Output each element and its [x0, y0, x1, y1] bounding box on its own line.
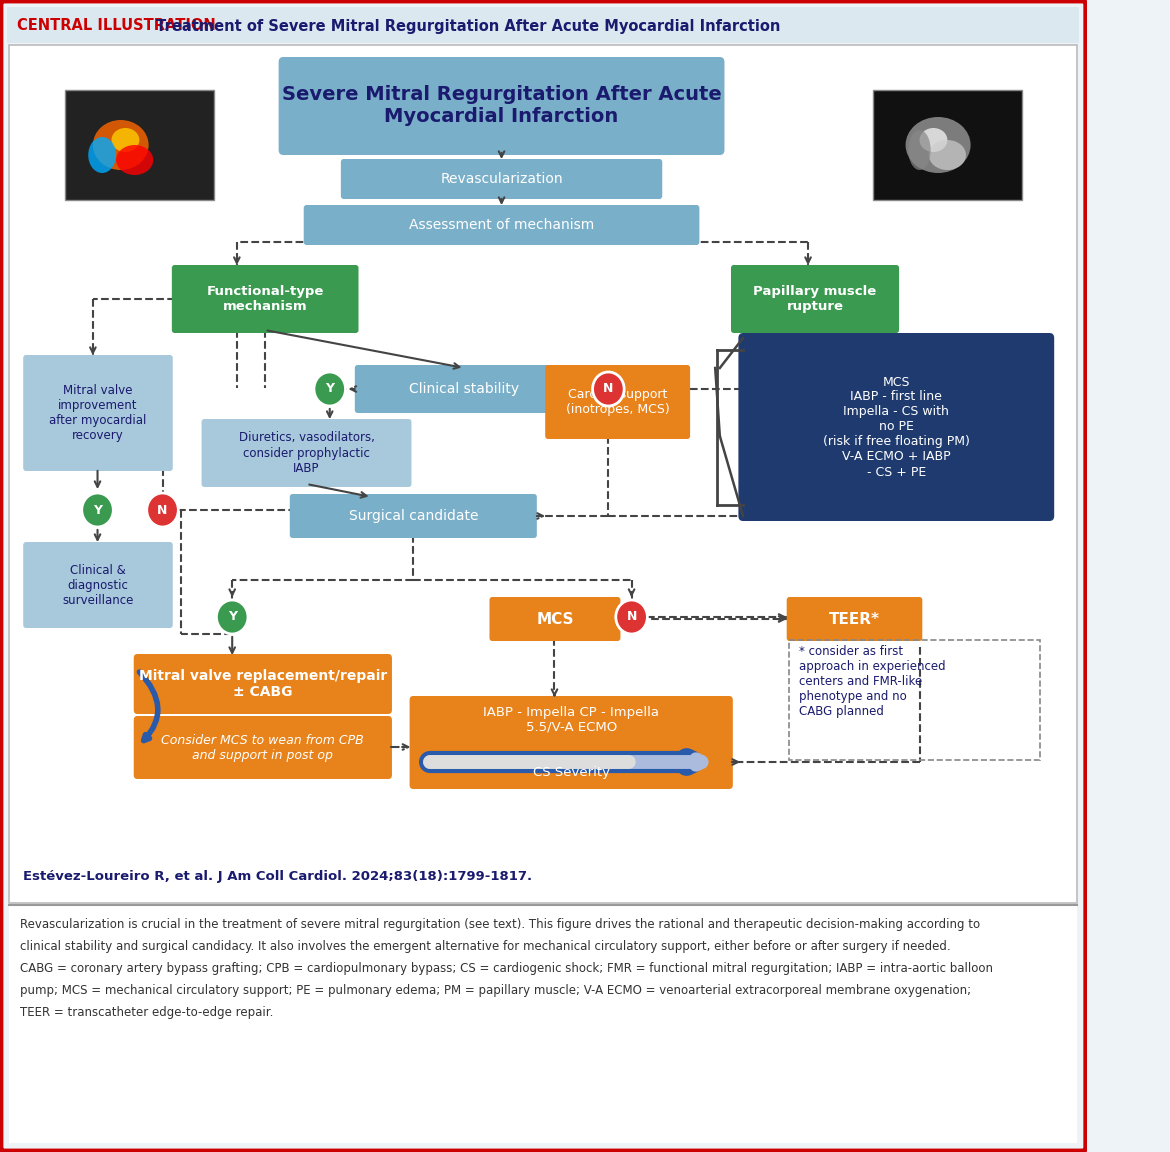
Ellipse shape: [92, 120, 149, 170]
FancyBboxPatch shape: [66, 90, 214, 200]
Text: CABG = coronary artery bypass grafting; CPB = cardiopulmonary bypass; CS = cardi: CABG = coronary artery bypass grafting; …: [20, 962, 993, 975]
Text: Functional-type
mechanism: Functional-type mechanism: [206, 285, 324, 313]
Text: N: N: [604, 382, 613, 395]
Text: pump; MCS = mechanical circulatory support; PE = pulmonary edema; PM = papillary: pump; MCS = mechanical circulatory suppo…: [20, 984, 971, 996]
Ellipse shape: [920, 128, 948, 152]
Text: Clinical stability: Clinical stability: [410, 382, 519, 396]
Circle shape: [592, 372, 624, 406]
FancyBboxPatch shape: [23, 355, 173, 471]
FancyBboxPatch shape: [9, 45, 1078, 903]
Ellipse shape: [906, 118, 971, 173]
FancyBboxPatch shape: [201, 419, 412, 487]
Text: clinical stability and surgical candidacy. It also involves the emergent alterna: clinical stability and surgical candidac…: [20, 940, 951, 953]
Circle shape: [216, 600, 248, 634]
FancyBboxPatch shape: [290, 494, 537, 538]
Text: Y: Y: [94, 503, 102, 516]
Text: Papillary muscle
rupture: Papillary muscle rupture: [753, 285, 876, 313]
Text: * consider as first
approach in experienced
centers and FMR-like
phenotype and n: * consider as first approach in experien…: [799, 645, 945, 718]
FancyBboxPatch shape: [873, 90, 1021, 200]
Ellipse shape: [908, 130, 930, 170]
Text: CENTRAL ILLUSTRATION: CENTRAL ILLUSTRATION: [16, 18, 215, 33]
Circle shape: [82, 493, 113, 526]
Text: TEER*: TEER*: [830, 612, 880, 627]
Text: Consider MCS to wean from CPB
and support in post op: Consider MCS to wean from CPB and suppor…: [161, 734, 364, 761]
Ellipse shape: [88, 137, 116, 173]
FancyBboxPatch shape: [340, 159, 662, 199]
Text: Revascularization is crucial in the treatment of severe mitral regurgitation (se: Revascularization is crucial in the trea…: [20, 918, 980, 931]
FancyBboxPatch shape: [1, 1, 1086, 1151]
FancyBboxPatch shape: [9, 905, 1078, 1143]
FancyBboxPatch shape: [731, 265, 899, 333]
Text: Cardiac support
(inotropes, MCS): Cardiac support (inotropes, MCS): [566, 388, 669, 416]
Ellipse shape: [111, 128, 139, 152]
Text: Mitral valve replacement/repair
± CABG: Mitral valve replacement/repair ± CABG: [139, 669, 387, 699]
FancyBboxPatch shape: [304, 205, 700, 245]
FancyBboxPatch shape: [278, 56, 724, 156]
Text: N: N: [626, 611, 636, 623]
Text: Estévez-Loureiro R, et al. J Am Coll Cardiol. 2024;83(18):1799-1817.: Estévez-Loureiro R, et al. J Am Coll Car…: [23, 870, 532, 882]
Ellipse shape: [929, 141, 966, 170]
Text: Diuretics, vasodilators,
consider prophylactic
IABP: Diuretics, vasodilators, consider prophy…: [239, 432, 374, 475]
Text: MCS
IABP - first line
Impella - CS with
no PE
(risk if free floating PM)
V-A ECM: MCS IABP - first line Impella - CS with …: [823, 376, 970, 478]
Circle shape: [146, 493, 178, 526]
Text: Revascularization: Revascularization: [440, 172, 563, 185]
Circle shape: [615, 600, 647, 634]
Text: Y: Y: [325, 382, 335, 395]
FancyBboxPatch shape: [23, 541, 173, 628]
FancyBboxPatch shape: [7, 7, 1079, 43]
Text: IABP - Impella CP - Impella
5.5/V-A ECMO


CS Severity: IABP - Impella CP - Impella 5.5/V-A ECMO…: [483, 706, 659, 779]
FancyBboxPatch shape: [786, 597, 922, 641]
FancyBboxPatch shape: [133, 654, 392, 714]
FancyBboxPatch shape: [489, 597, 620, 641]
Text: Clinical &
diagnostic
surveillance: Clinical & diagnostic surveillance: [62, 563, 133, 606]
FancyBboxPatch shape: [410, 696, 732, 789]
FancyBboxPatch shape: [545, 365, 690, 439]
FancyBboxPatch shape: [355, 365, 574, 414]
Text: MCS: MCS: [536, 612, 573, 627]
Text: Y: Y: [228, 611, 236, 623]
Text: Severe Mitral Regurgitation After Acute
Myocardial Infarction: Severe Mitral Regurgitation After Acute …: [282, 85, 722, 127]
Circle shape: [314, 372, 345, 406]
Ellipse shape: [116, 145, 153, 175]
Text: Assessment of mechanism: Assessment of mechanism: [410, 218, 594, 232]
FancyBboxPatch shape: [172, 265, 358, 333]
Text: TEER = transcatheter edge-to-edge repair.: TEER = transcatheter edge-to-edge repair…: [20, 1006, 274, 1020]
Text: N: N: [157, 503, 167, 516]
Text: Surgical candidate: Surgical candidate: [349, 509, 479, 523]
Text: Treatment of Severe Mitral Regurgitation After Acute Myocardial Infarction: Treatment of Severe Mitral Regurgitation…: [151, 18, 780, 33]
Text: Mitral valve
improvement
after myocardial
recovery: Mitral valve improvement after myocardia…: [49, 384, 146, 442]
FancyBboxPatch shape: [133, 717, 392, 779]
FancyBboxPatch shape: [738, 333, 1054, 521]
